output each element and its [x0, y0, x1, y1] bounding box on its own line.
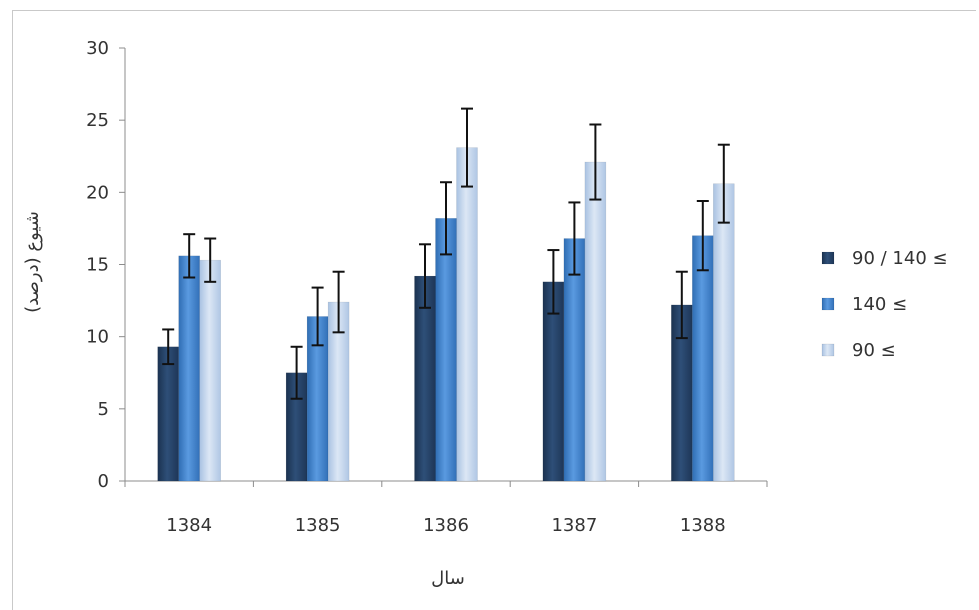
- y-ticks: 0 5 10 15 20 25 30: [86, 38, 125, 492]
- legend-swatch: [821, 297, 835, 311]
- x-axis-title: سال: [431, 568, 465, 589]
- bar: [584, 161, 607, 482]
- x-ticks: 1384 1385 1386 1387 1388: [124, 481, 768, 536]
- x-tick-label: 1388: [680, 515, 726, 536]
- legend-label: 90 ≤: [852, 340, 896, 361]
- x-tick-label: 1384: [166, 515, 212, 536]
- y-axis-title: شیوع (درصد): [22, 211, 43, 313]
- y-tick-label: 30: [86, 38, 109, 59]
- bar-chart: 0 5 10 15 20 25 30 1384 1385 1386 1387 1388 سال شی…: [22, 38, 948, 589]
- bar: [713, 183, 735, 482]
- legend-swatch: [821, 251, 835, 265]
- bar: [435, 218, 457, 482]
- y-tick-label: 15: [86, 255, 109, 276]
- legend-swatch: [821, 343, 835, 357]
- y-tick-label: 0: [98, 471, 109, 492]
- legend-label: 140 ≤: [852, 294, 907, 315]
- bar: [178, 255, 200, 482]
- legend: 90 / 140 ≤ 140 ≤ 90 ≤: [821, 248, 948, 361]
- y-tick-label: 5: [98, 399, 109, 420]
- error-bars: [162, 107, 730, 400]
- x-tick-label: 1386: [423, 515, 469, 536]
- y-tick-label: 10: [86, 327, 109, 348]
- x-tick-label: 1385: [295, 515, 341, 536]
- chart-frame: [12, 10, 976, 610]
- bar: [199, 259, 221, 482]
- bar: [692, 235, 714, 482]
- bars: [157, 147, 735, 482]
- y-tick-label: 25: [86, 110, 109, 131]
- y-tick-label: 20: [86, 182, 109, 203]
- bar: [456, 147, 478, 482]
- bar: [157, 346, 179, 482]
- legend-label: 90 / 140 ≤: [852, 248, 948, 269]
- x-tick-label: 1387: [551, 515, 597, 536]
